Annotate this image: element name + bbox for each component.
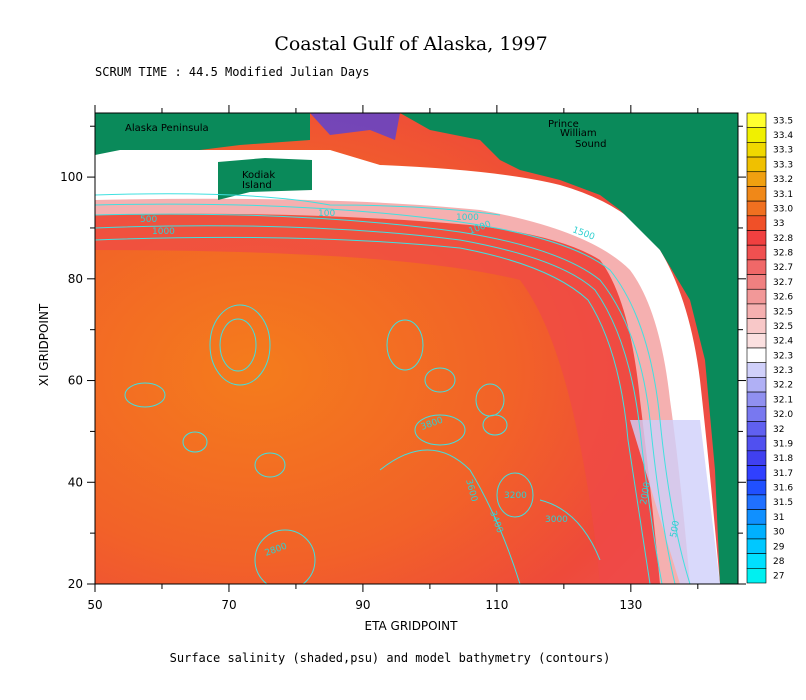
colorbar-swatch (746, 171, 767, 187)
place-label: Prince (548, 119, 579, 130)
colorbar-swatch (746, 406, 767, 422)
colorbar-swatch (746, 553, 767, 569)
contour-label: 3000 (545, 515, 568, 525)
x-axis-label: ETA GRIDPOINT (365, 619, 459, 633)
bathymetry-contours (95, 193, 691, 584)
colorbar-swatch (746, 509, 767, 525)
contour-label: 500 (669, 520, 682, 539)
colorbar-label: 32.5 (773, 307, 793, 317)
y-tick-label: 60 (68, 374, 83, 388)
x-tick-label: 90 (355, 598, 370, 612)
colorbar-swatch (746, 200, 767, 217)
colorbar-swatch (746, 303, 767, 319)
place-label: Sound (575, 139, 607, 150)
colorbar-swatch (746, 186, 767, 202)
place-label: Island (242, 180, 272, 191)
colorbar-label: 32.4 (773, 337, 793, 347)
place-label: Alaska Peninsula (125, 123, 209, 134)
colorbar-label: 31.9 (773, 439, 793, 449)
x-tick-label: 50 (87, 598, 102, 612)
colorbar-swatch (746, 450, 767, 466)
colorbar-swatch (746, 377, 767, 393)
colorbar-swatch (746, 538, 767, 554)
colorbar-label: 32.1 (773, 395, 793, 405)
place-label: Kodiak (242, 170, 275, 181)
y-tick-label: 80 (68, 272, 83, 286)
colorbar-label: 31.6 (773, 484, 793, 494)
colorbar-swatch (746, 494, 767, 510)
colorbar-swatch (746, 523, 767, 540)
place-label: William (560, 128, 597, 139)
y-tick-label: 40 (68, 475, 83, 489)
colorbar-label: 31 (773, 513, 784, 523)
colorbar-label: 33.3 (773, 160, 793, 170)
contour-label: 100 (318, 209, 335, 219)
colorbar-label: 33 (773, 219, 784, 229)
title: Coastal Gulf of Alaska, 1997 (274, 33, 547, 55)
colorbar-label: 32.8 (773, 249, 793, 259)
colorbar-label: 28 (773, 557, 785, 567)
colorbar-label: 32.0 (773, 410, 793, 420)
colorbar-swatch (746, 465, 767, 481)
colorbar-label: 33.2 (773, 175, 793, 185)
colorbar-swatch (746, 347, 767, 363)
y-axis-label: XI GRIDPOINT (37, 303, 51, 386)
contour-label: 3200 (504, 491, 527, 501)
colorbar-label: 33.3 (773, 146, 793, 156)
colorbar-swatch (746, 391, 767, 408)
colorbar-label: 30 (773, 528, 785, 538)
colorbar-swatch (746, 333, 767, 349)
colorbar-swatch (746, 421, 767, 437)
salinity-field (95, 113, 738, 584)
colorbar-label: 32.7 (773, 263, 793, 273)
colorbar-swatch (746, 435, 767, 452)
y-tick-label: 100 (60, 170, 83, 184)
x-tick-label: 130 (619, 598, 642, 612)
contour-label: 1000 (152, 227, 175, 237)
colorbar-label: 33.0 (773, 204, 793, 214)
colorbar-label: 32.3 (773, 351, 793, 361)
colorbar-swatch (746, 230, 767, 246)
colorbar-label: 32 (773, 425, 784, 435)
colorbar-swatch (746, 259, 767, 275)
colorbar-swatch (746, 568, 767, 584)
colorbar-swatch (746, 362, 767, 378)
colorbar-swatch (746, 215, 767, 231)
colorbar-label: 32.8 (773, 234, 793, 244)
x-tick-label: 110 (485, 598, 508, 612)
colorbar-label: 33.5 (773, 116, 793, 126)
colorbar-swatch (746, 127, 767, 143)
colorbar-swatch (746, 244, 767, 261)
colorbar-label: 33.1 (773, 190, 793, 200)
colorbar-label: 29 (773, 542, 785, 552)
colorbar-swatch (746, 274, 767, 290)
colorbar-label: 31.7 (773, 469, 793, 479)
colorbar-label: 32.3 (773, 366, 793, 376)
colorbar-label: 31.5 (773, 498, 793, 508)
plot-frame (94, 112, 739, 585)
colorbar-label: 27 (773, 572, 784, 582)
caption: Surface salinity (shaded,psu) and model … (170, 651, 611, 665)
contour-label: 2000 (639, 481, 653, 506)
colorbar-label: 32.6 (773, 293, 793, 303)
colorbar-swatch (746, 288, 767, 305)
y-tick-label: 20 (68, 577, 83, 591)
contour-label: 1000 (456, 213, 479, 223)
colorbar-swatch (746, 156, 767, 173)
colorbar-label: 32.5 (773, 322, 793, 332)
colorbar-label: 32.2 (773, 381, 793, 391)
colorbar-swatch (746, 112, 767, 128)
x-tick-label: 70 (221, 598, 236, 612)
subtitle: SCRUM TIME : 44.5 Modified Julian Days (95, 65, 370, 79)
colorbar-label: 32.7 (773, 278, 793, 288)
colorbar-swatch (746, 318, 767, 334)
contour-label: 500 (140, 215, 157, 225)
colorbar-swatch (746, 479, 767, 496)
colorbar-swatch (746, 142, 767, 158)
colorbar-label: 33.4 (773, 131, 793, 141)
colorbar-label: 31.8 (773, 454, 793, 464)
